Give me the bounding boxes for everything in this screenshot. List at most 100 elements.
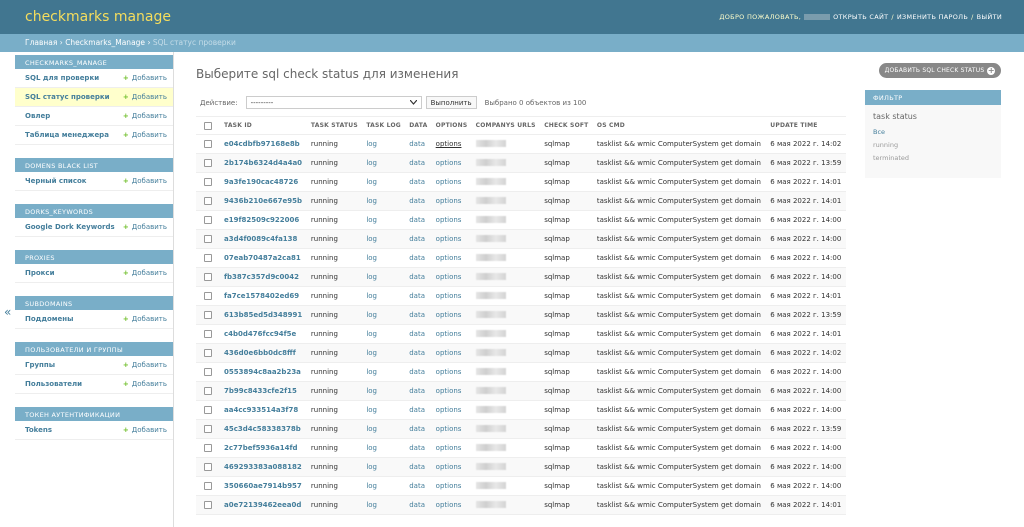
data-link[interactable]: data <box>409 387 426 395</box>
sidebar-item-label[interactable]: Google Dork Keywords <box>25 223 115 231</box>
data-link[interactable]: data <box>409 368 426 376</box>
select-all-checkbox[interactable] <box>196 116 220 135</box>
sidebar-item[interactable]: SQL для проверки + Добавить <box>15 69 173 88</box>
row-checkbox[interactable] <box>204 425 212 433</box>
task-id-link[interactable]: a3d4f0089c4fa138 <box>224 235 298 243</box>
change-password-link[interactable]: ИЗМЕНИТЬ ПАРОЛЬ <box>896 13 969 21</box>
data-link[interactable]: data <box>409 349 426 357</box>
task-log-link[interactable]: log <box>366 425 377 433</box>
task-log-link[interactable]: log <box>366 197 377 205</box>
run-action-button[interactable]: Выполнить <box>425 96 477 109</box>
column-header[interactable]: TASK ID <box>220 116 307 135</box>
filter-option[interactable]: running <box>873 141 899 149</box>
checkbox-icon[interactable] <box>204 121 212 130</box>
data-link[interactable]: data <box>409 235 426 243</box>
row-checkbox[interactable] <box>204 406 212 414</box>
sidebar-item[interactable]: Tokens + Добавить <box>15 421 173 440</box>
sidebar-item[interactable]: Таблица менеджера + Добавить <box>15 126 173 145</box>
sidebar-item[interactable]: Группы + Добавить <box>15 356 173 375</box>
data-link[interactable]: data <box>409 425 426 433</box>
row-checkbox[interactable] <box>204 501 212 509</box>
data-link[interactable]: data <box>409 292 426 300</box>
task-log-link[interactable]: log <box>366 159 377 167</box>
task-id-link[interactable]: 9a3fe190cac48726 <box>224 178 299 186</box>
sidebar-item-label[interactable]: Пользователи <box>25 380 83 388</box>
row-checkbox[interactable] <box>204 463 212 471</box>
data-link[interactable]: data <box>409 482 426 490</box>
breadcrumb-app[interactable]: Checkmarks_Manage <box>65 38 146 47</box>
column-header[interactable]: UPDATE TIME <box>766 116 846 135</box>
row-checkbox[interactable] <box>204 349 212 357</box>
options-link[interactable]: options <box>435 406 462 414</box>
options-link[interactable]: options <box>435 482 462 490</box>
task-log-link[interactable]: log <box>366 178 377 186</box>
site-brand[interactable]: checkmarks manage <box>25 9 171 25</box>
task-log-link[interactable]: log <box>366 444 377 452</box>
column-header[interactable]: OS CMD <box>592 116 767 135</box>
options-link[interactable]: options <box>435 368 462 376</box>
sidebar-item-label[interactable]: Таблица менеджера <box>25 131 109 139</box>
data-link[interactable]: data <box>409 444 426 452</box>
data-link[interactable]: data <box>409 501 426 509</box>
column-header[interactable]: COMPANYS URLS <box>471 116 541 135</box>
options-link[interactable]: options <box>435 292 462 300</box>
task-id-link[interactable]: fa7ce1578402ed69 <box>224 292 300 300</box>
row-checkbox[interactable] <box>204 482 212 490</box>
column-header[interactable]: CHECK SOFT <box>540 116 593 135</box>
options-link[interactable]: options <box>435 330 462 338</box>
task-id-link[interactable]: 350660ae7914b957 <box>224 482 302 490</box>
sidebar-item-label[interactable]: Tokens <box>25 426 53 434</box>
data-link[interactable]: data <box>409 463 426 471</box>
options-link[interactable]: options <box>435 216 462 224</box>
sidebar-add-link[interactable]: + Добавить <box>123 112 167 120</box>
sidebar-item-label[interactable]: Овлер <box>25 112 51 120</box>
sidebar-add-link[interactable]: + Добавить <box>123 269 167 277</box>
task-id-link[interactable]: fb387c357d9c0042 <box>224 273 299 281</box>
row-checkbox[interactable] <box>204 330 212 338</box>
task-log-link[interactable]: log <box>366 273 377 281</box>
column-header[interactable]: OPTIONS <box>431 116 472 135</box>
sidebar-add-link[interactable]: + Добавить <box>123 380 167 388</box>
task-id-link[interactable]: a0e72139462eea0d <box>224 501 302 509</box>
options-link[interactable]: options <box>435 235 462 243</box>
options-link[interactable]: options <box>435 425 462 433</box>
data-link[interactable]: data <box>409 140 426 148</box>
row-checkbox[interactable] <box>204 254 212 262</box>
row-checkbox[interactable] <box>204 216 212 224</box>
task-id-link[interactable]: e19f82509c922006 <box>224 216 300 224</box>
data-link[interactable]: data <box>409 330 426 338</box>
sidebar-add-link[interactable]: + Добавить <box>123 315 167 323</box>
options-link[interactable]: options <box>435 197 462 205</box>
sidebar-item[interactable]: Овлер + Добавить <box>15 107 173 126</box>
row-checkbox[interactable] <box>204 197 212 205</box>
task-id-link[interactable]: 436d0e6bb0dc8fff <box>224 349 296 357</box>
column-header[interactable]: TASK STATUS <box>306 116 363 135</box>
task-id-link[interactable]: e04cdbfb97168e8b <box>224 140 300 148</box>
column-header[interactable]: TASK LOG <box>362 116 406 135</box>
column-header[interactable]: DATA <box>405 116 432 135</box>
add-sql-check-status-button[interactable]: ДОБАВИТЬ SQL CHECK STATUS + <box>879 63 1001 78</box>
filter-option[interactable]: terminated <box>873 154 910 162</box>
task-id-link[interactable]: 45c3d4c58338378b <box>224 425 301 433</box>
row-checkbox[interactable] <box>204 178 212 186</box>
options-link[interactable]: options <box>435 463 462 471</box>
task-id-link[interactable]: 0553894c8aa2b23a <box>224 368 301 376</box>
task-log-link[interactable]: log <box>366 311 377 319</box>
row-checkbox[interactable] <box>204 140 212 148</box>
task-log-link[interactable]: log <box>366 254 377 262</box>
action-select[interactable]: --------- <box>245 96 422 109</box>
row-checkbox[interactable] <box>204 387 212 395</box>
sidebar-item-label[interactable]: SQL статус проверки <box>25 93 110 101</box>
options-link[interactable]: options <box>435 387 462 395</box>
sidebar-add-link[interactable]: + Добавить <box>123 223 167 231</box>
collapse-sidebar-icon[interactable]: « <box>4 305 12 319</box>
data-link[interactable]: data <box>409 159 426 167</box>
task-log-link[interactable]: log <box>366 463 377 471</box>
data-link[interactable]: data <box>409 406 426 414</box>
logout-link[interactable]: ВЫЙТИ <box>976 13 1002 21</box>
sidebar-item[interactable]: Пользователи + Добавить <box>15 375 173 394</box>
task-id-link[interactable]: 469293383a088182 <box>224 463 302 471</box>
options-link[interactable]: options <box>435 159 462 167</box>
sidebar-add-link[interactable]: + Добавить <box>123 426 167 434</box>
task-log-link[interactable]: log <box>366 406 377 414</box>
